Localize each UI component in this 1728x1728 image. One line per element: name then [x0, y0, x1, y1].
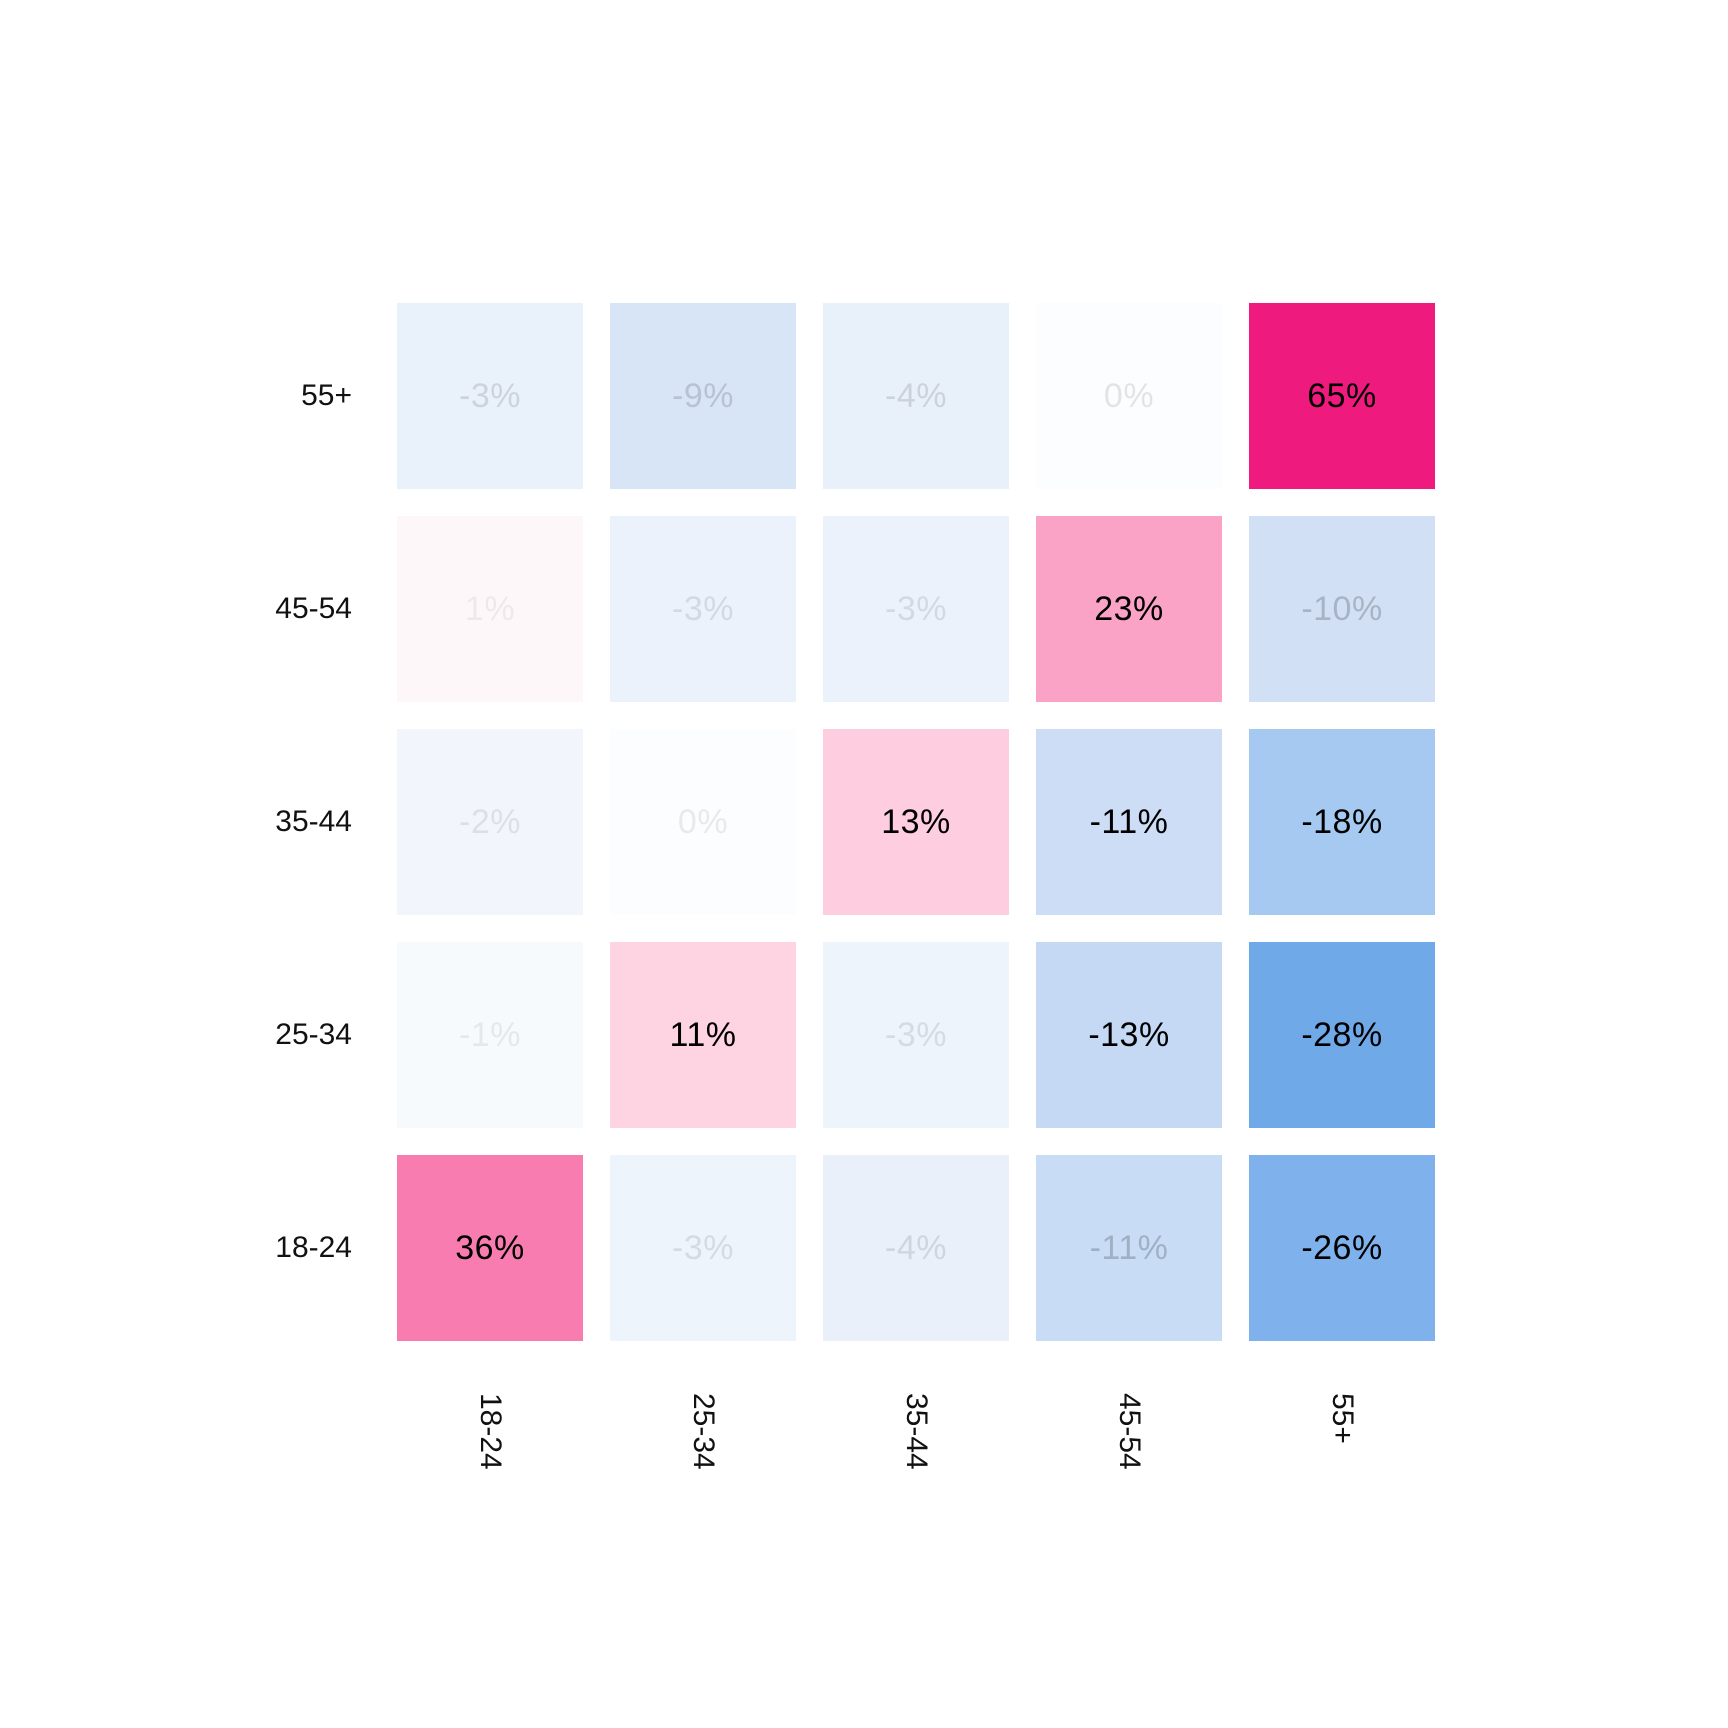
heatmap-cell: -10% [1249, 516, 1435, 702]
heatmap-cell: -2% [397, 729, 583, 915]
heatmap-cell: -18% [1249, 729, 1435, 915]
heatmap-cell: 65% [1249, 303, 1435, 489]
column-label: 35-44 [900, 1393, 933, 1470]
column-label-slot: 35-44 [823, 1393, 1009, 1470]
heatmap-cell: -3% [823, 942, 1009, 1128]
heatmap-cell: -1% [397, 942, 583, 1128]
heatmap-cell: -9% [610, 303, 796, 489]
row-axis-labels: 55+ 45-54 35-44 25-34 18-24 [0, 303, 352, 1368]
heatmap-cell: 23% [1036, 516, 1222, 702]
heatmap-cell: -26% [1249, 1155, 1435, 1341]
heatmap-cell: 1% [397, 516, 583, 702]
column-label-slot: 25-34 [610, 1393, 796, 1470]
heatmap-grid: -3% -9% -4% 0% 65% 1% -3% -3% 23% -10% -2% 0% 13% -11… [397, 303, 1435, 1341]
column-label: 55+ [1326, 1393, 1359, 1444]
heatmap-cell: -4% [823, 1155, 1009, 1341]
column-label: 25-34 [687, 1393, 720, 1470]
row-label: 18-24 [275, 1231, 352, 1264]
row-label: 25-34 [275, 1018, 352, 1051]
column-label: 45-54 [1113, 1393, 1146, 1470]
heatmap-cell: 36% [397, 1155, 583, 1341]
heatmap-cell: 0% [1036, 303, 1222, 489]
row-label: 45-54 [275, 592, 352, 625]
heatmap-cell: 13% [823, 729, 1009, 915]
heatmap-cell: -11% [1036, 1155, 1222, 1341]
column-label: 18-24 [474, 1393, 507, 1470]
heatmap-cell: -3% [610, 1155, 796, 1341]
row-label: 35-44 [275, 805, 352, 838]
row-label: 55+ [301, 379, 352, 412]
column-label-slot: 18-24 [397, 1393, 583, 1470]
heatmap-cell: 11% [610, 942, 796, 1128]
heatmap-cell: 0% [610, 729, 796, 915]
heatmap-cell: -13% [1036, 942, 1222, 1128]
heatmap-cell: -3% [397, 303, 583, 489]
heatmap-cell: -28% [1249, 942, 1435, 1128]
column-label-slot: 45-54 [1036, 1393, 1222, 1470]
column-label-slot: 55+ [1249, 1393, 1435, 1470]
column-axis-labels: 18-24 25-34 35-44 45-54 55+ [397, 1393, 1435, 1470]
heatmap-cell: -3% [610, 516, 796, 702]
heatmap-cell: -3% [823, 516, 1009, 702]
heatmap-cell: -4% [823, 303, 1009, 489]
heatmap-cell: -11% [1036, 729, 1222, 915]
